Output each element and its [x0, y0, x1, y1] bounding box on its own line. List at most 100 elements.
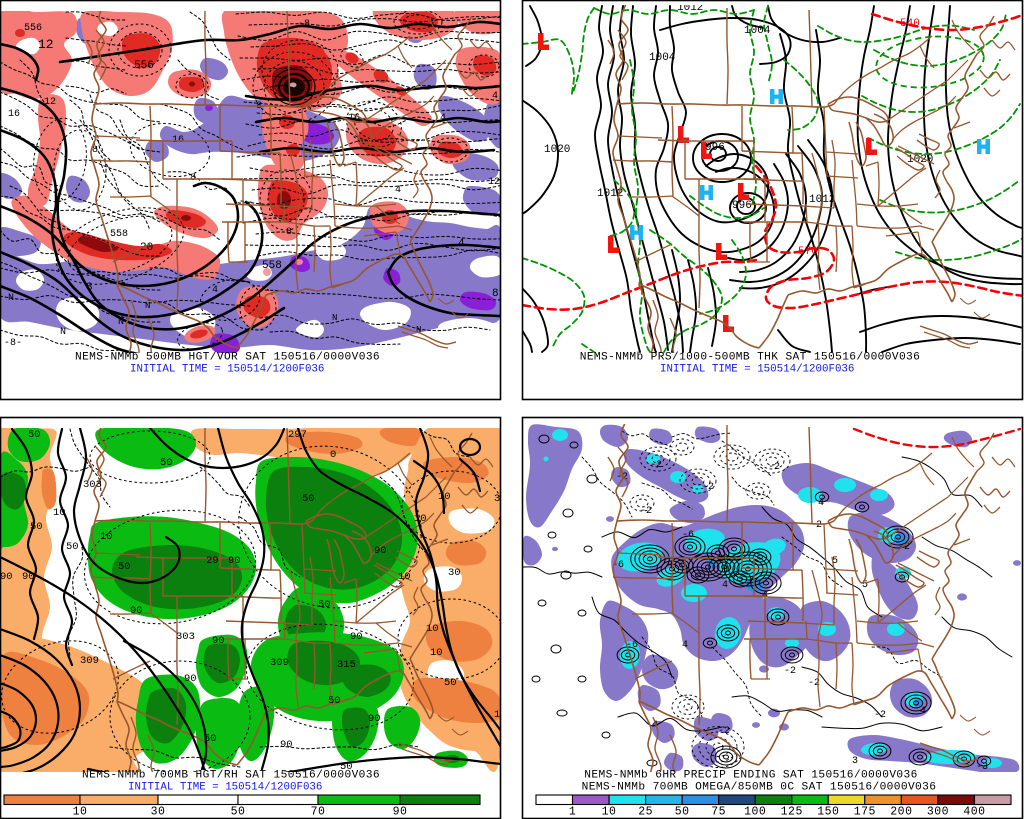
svg-text:-3: -3: [976, 762, 988, 773]
svg-text:5: 5: [832, 556, 838, 567]
svg-text:12: 12: [38, 37, 54, 52]
svg-text:540: 540: [900, 18, 920, 30]
svg-text:4: 4: [818, 498, 824, 509]
svg-text:1012: 1012: [597, 188, 623, 200]
svg-text:1020: 1020: [907, 154, 933, 166]
svg-text:90: 90: [368, 713, 381, 725]
svg-text:4: 4: [920, 706, 926, 717]
svg-text:4: 4: [212, 285, 218, 296]
svg-text:50: 50: [204, 733, 217, 745]
svg-text:90: 90: [22, 571, 35, 583]
svg-text:297: 297: [288, 429, 307, 441]
svg-text:1012: 1012: [677, 2, 703, 14]
svg-text:150: 150: [817, 806, 839, 819]
svg-text:4: 4: [395, 185, 401, 196]
svg-text:50: 50: [160, 457, 173, 469]
svg-text:8: 8: [286, 227, 292, 238]
svg-text:996: 996: [732, 200, 752, 212]
svg-text:10: 10: [73, 806, 88, 819]
svg-text:30: 30: [494, 493, 507, 505]
svg-text:-2: -2: [718, 726, 730, 737]
svg-text:556: 556: [134, 60, 154, 72]
svg-text:90: 90: [280, 739, 293, 751]
svg-text:10: 10: [438, 491, 451, 503]
svg-text:558: 558: [262, 260, 282, 272]
svg-text:10: 10: [414, 513, 427, 525]
svg-text:INITIAL TIME = 150514/1200F036: INITIAL TIME = 150514/1200F036: [660, 364, 854, 376]
svg-text:-2: -2: [874, 710, 886, 721]
svg-text:10: 10: [602, 806, 617, 819]
svg-text:N: N: [416, 325, 421, 335]
svg-text:NEMS-NMMb 700MB OMEGA/850MB 0C: NEMS-NMMb 700MB OMEGA/850MB 0C SAT 15051…: [582, 782, 937, 794]
svg-text:50: 50: [30, 521, 43, 533]
svg-text:50: 50: [231, 806, 246, 819]
svg-text:100: 100: [744, 806, 766, 819]
svg-text:16: 16: [8, 109, 20, 120]
svg-text:N: N: [60, 327, 66, 338]
svg-text:10: 10: [430, 647, 443, 659]
svg-text:25: 25: [638, 806, 653, 819]
svg-text:50: 50: [675, 806, 690, 819]
svg-text:10: 10: [100, 531, 113, 543]
svg-text:50: 50: [118, 561, 131, 573]
svg-text:1020: 1020: [544, 144, 570, 156]
svg-text:200: 200: [890, 806, 912, 819]
svg-text:4: 4: [440, 113, 446, 124]
svg-text:558: 558: [110, 229, 128, 240]
svg-text:556: 556: [24, 23, 42, 34]
svg-text:30: 30: [448, 567, 461, 579]
svg-text:NEMS-NMMb 6HR PRECIP ENDING SA: NEMS-NMMb 6HR PRECIP ENDING SAT 150516/0…: [584, 770, 917, 782]
svg-text:8: 8: [492, 288, 499, 300]
svg-text:175: 175: [854, 806, 876, 819]
svg-text:996: 996: [705, 142, 725, 154]
svg-text:30: 30: [151, 806, 166, 819]
svg-text:1004: 1004: [744, 25, 771, 37]
svg-text:NEMS-NMMb 500MB HGT/VOR SAT 15: NEMS-NMMb 500MB HGT/VOR SAT 150516/0000V…: [75, 352, 380, 364]
svg-text:1: 1: [569, 806, 576, 819]
svg-text:50: 50: [66, 541, 79, 553]
svg-text:4: 4: [652, 720, 658, 731]
svg-text:90: 90: [228, 555, 241, 567]
svg-text:90: 90: [184, 673, 197, 685]
svg-text:NEMS-NMMb 700MB HGT/RH SAT 150: NEMS-NMMb 700MB HGT/RH SAT 150516/0000V0…: [82, 770, 380, 782]
svg-text:0: 0: [330, 449, 336, 461]
svg-text:-6: -6: [626, 640, 638, 651]
svg-text:303: 303: [83, 479, 102, 491]
svg-text:4: 4: [762, 590, 768, 601]
svg-text:4: 4: [682, 640, 688, 651]
svg-text:125: 125: [781, 806, 803, 819]
svg-text:90: 90: [130, 605, 143, 617]
svg-text:-2: -2: [640, 506, 652, 517]
svg-text:N: N: [332, 313, 337, 323]
svg-text:-2: -2: [768, 462, 780, 473]
svg-text:-8: -8: [298, 19, 310, 30]
svg-text:N: N: [8, 293, 14, 304]
svg-text:12: 12: [488, 177, 500, 188]
svg-text:90: 90: [212, 635, 225, 647]
svg-text:3: 3: [852, 756, 858, 767]
svg-text:300: 300: [927, 806, 949, 819]
svg-text:5: 5: [862, 580, 868, 591]
svg-text:-2: -2: [784, 666, 796, 677]
svg-text:8: 8: [86, 282, 93, 294]
svg-text:-8-: -8-: [4, 338, 22, 349]
svg-text:50: 50: [340, 761, 353, 773]
svg-text:-2: -2: [650, 460, 662, 471]
svg-text:75: 75: [711, 806, 726, 819]
svg-text:10: 10: [494, 709, 507, 721]
svg-text:1004: 1004: [649, 52, 676, 64]
svg-text:10: 10: [53, 507, 66, 519]
svg-text:N: N: [145, 301, 150, 311]
svg-text:309: 309: [270, 657, 289, 669]
svg-text:50: 50: [318, 599, 331, 611]
svg-text:90: 90: [0, 571, 13, 583]
svg-text:16: 16: [348, 113, 360, 124]
svg-text:50: 50: [444, 677, 457, 689]
svg-text:10: 10: [426, 623, 439, 635]
svg-text:-2: -2: [702, 482, 714, 493]
svg-text:4: 4: [722, 580, 728, 591]
svg-text:90: 90: [393, 806, 408, 819]
svg-text:N: N: [118, 317, 124, 328]
svg-text:400: 400: [963, 806, 985, 819]
svg-text:INITIAL TIME = 150514/1200F036: INITIAL TIME = 150514/1200F036: [130, 364, 324, 376]
